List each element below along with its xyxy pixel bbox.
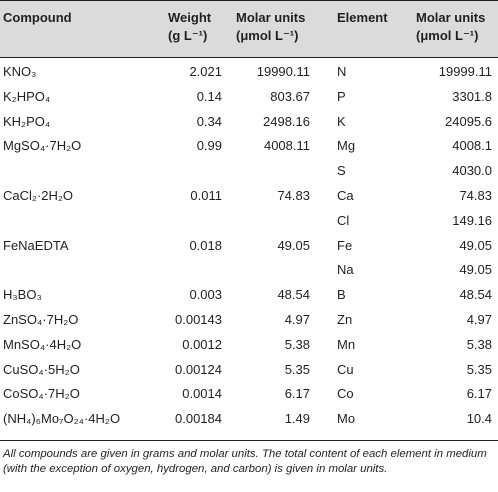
cell-compound: CuSO₄·5H₂O [3,361,80,377]
cell-element-molar-units: 10.4 [466,411,492,427]
cell-element: Mg [337,138,356,154]
cell-compound: K₂HPO₄ [3,88,51,104]
cell-molar-units: 48.54 [277,287,310,303]
cell-weight: 0.0012 [182,336,222,352]
header-element: Element [337,10,388,25]
cell-element-molar-units: 4.97 [466,312,492,327]
header-weight: Weight (g L⁻¹) [168,10,212,43]
table-row: K₂HPO₄ 0.14 803.67 P 3301.8 [0,86,498,108]
cell-element: P [337,88,346,104]
table-row: MgSO₄·7H₂O 0.99 4008.11 Mg 4008.1 [0,135,498,157]
cell-compound: FeNaEDTA [3,237,69,253]
header-compound: Compound [3,10,72,25]
cell-element-molar-units: 149.16 [452,212,492,228]
cell-element: Cu [337,361,354,377]
cell-element: N [337,64,347,79]
cell-weight: 0.003 [189,287,222,303]
cell-element: S [337,163,346,179]
table-row: CoSO₄·7H₂O 0.0014 6.17 Co 6.17 [0,383,498,405]
table-row: CaCl₂·2H₂O 0.011 74.83 Ca 74.83 [0,185,498,207]
table-row: ZnSO₄·7H₂O 0.00143 4.97 Zn 4.97 [0,309,498,331]
cell-compound: CaCl₂·2H₂O [3,188,74,203]
cell-element: Fe [337,237,353,253]
cell-compound: ZnSO₄·7H₂O [3,312,79,327]
header-rule [0,57,498,58]
cell-molar-units: 49.05 [277,237,310,253]
cell-element-molar-units: 19999.11 [438,64,492,79]
cell-element: Na [337,262,354,278]
table-row: FeNaEDTA 0.018 49.05 Fe 49.05 [0,235,498,257]
cell-element-molar-units: 4008.1 [452,138,492,154]
cell-compound: MgSO₄·7H₂O [3,138,82,154]
cell-weight: 0.00184 [175,411,222,427]
cell-compound: MnSO₄·4H₂O [3,336,82,352]
table-row: MnSO₄·4H₂O 0.0012 5.38 Mn 5.38 [0,334,498,356]
cell-compound: KH₂PO₄ [3,113,51,129]
cell-element-molar-units: 24095.6 [445,113,492,129]
cell-element-molar-units: 5.38 [466,336,492,352]
top-rule [0,0,498,1]
cell-molar-units: 6.17 [284,386,310,402]
cell-element-molar-units: 3301.8 [452,88,492,104]
table-row: Na 49.05 [0,259,498,281]
table-row: KNO₃ 2.021 19990.11 N 19999.11 [0,61,498,83]
cell-compound: H₃BO₃ [3,287,42,303]
cell-element-molar-units: 4030.0 [452,163,492,179]
cell-weight: 0.0014 [182,386,222,402]
cell-element-molar-units: 74.83 [459,188,492,203]
cell-element-molar-units: 5.35 [466,361,492,377]
header-element-molar-units: Molar units (μmol L⁻¹) [416,10,486,43]
bottom-rule [0,440,498,441]
cell-weight: 0.14 [196,88,222,104]
table-row: Cl 149.16 [0,210,498,232]
cell-element-molar-units: 6.17 [466,386,492,402]
cell-element-molar-units: 49.05 [459,262,492,278]
cell-element: B [337,287,346,303]
cell-compound: (NH₄)₆Mo₇O₂₄·4H₂O [3,411,121,427]
cell-molar-units: 5.38 [284,336,310,352]
cell-element: Co [337,386,354,402]
cell-molar-units: 1.49 [284,411,310,427]
table-row: CuSO₄·5H₂O 0.00124 5.35 Cu 5.35 [0,359,498,381]
cell-molar-units: 5.35 [284,361,310,377]
cell-molar-units: 4008.11 [263,138,310,154]
table-footnote: All compounds are given in grams and mol… [3,448,487,475]
cell-element: Mn [337,336,356,352]
cell-molar-units: 19990.11 [256,64,310,79]
cell-element-molar-units: 49.05 [459,237,492,253]
table-row: KH₂PO₄ 0.34 2498.16 K 24095.6 [0,111,498,133]
cell-molar-units: 4.97 [284,312,310,327]
table-header-row: Compound Weight (g L⁻¹) Molar units (μmo… [0,0,498,57]
cell-weight: 2.021 [189,64,222,79]
cell-weight: 0.99 [196,138,222,154]
table-row: S 4030.0 [0,160,498,182]
cell-weight: 0.00143 [175,312,222,327]
cell-weight: 0.00124 [175,361,222,377]
table-body: KNO₃ 2.021 19990.11 N 19999.11 K₂HPO₄ 0.14 803.… [0,57,498,440]
table-row: H₃BO₃ 0.003 48.54 B 48.54 [0,284,498,306]
cell-molar-units: 74.83 [277,188,310,203]
header-background [0,0,498,57]
cell-weight: 0.018 [189,237,222,253]
cell-element: Mo [337,411,356,427]
cell-molar-units: 803.67 [270,88,310,104]
cell-element: Ca [337,188,354,203]
cell-compound: KNO₃ [3,64,37,79]
cell-element-molar-units: 48.54 [459,287,492,303]
cell-weight: 0.34 [196,113,222,129]
cell-element: Zn [337,312,353,327]
cell-weight: 0.011 [190,188,222,203]
cell-molar-units: 2498.16 [263,113,310,129]
table-row: (NH₄)₆Mo₇O₂₄·4H₂O 0.00184 1.49 Mo 10.4 [0,408,498,430]
cell-element: Cl [337,212,350,228]
cell-compound: CoSO₄·7H₂O [3,386,80,402]
cell-element: K [337,113,346,129]
header-molar-units: Molar units (μmol L⁻¹) [236,10,306,43]
